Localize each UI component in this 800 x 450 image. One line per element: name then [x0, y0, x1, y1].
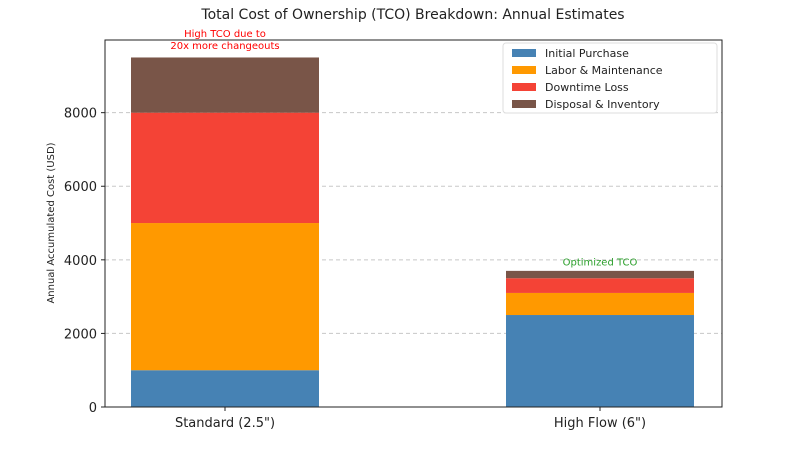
- legend-swatch: [512, 83, 536, 91]
- x-tick-label: Standard (2.5"): [175, 416, 275, 431]
- legend-swatch: [512, 66, 536, 74]
- bar-segment: [131, 370, 319, 407]
- legend-swatch: [512, 100, 536, 108]
- bar-segment: [506, 315, 694, 407]
- x-axis: Standard (2.5") High Flow (6"): [175, 407, 646, 431]
- y-tick-label: 8000: [64, 107, 97, 122]
- legend: Initial Purchase Labor & Maintenance Downt…: [502, 42, 718, 114]
- bar-segment: [506, 292, 694, 316]
- y-axis-label: Annual Accumulated Cost (USD): [46, 142, 57, 303]
- bars: [131, 57, 694, 407]
- legend-label: Downtime Loss: [545, 81, 629, 94]
- annotation: High TCO due to 20x more changeouts: [170, 29, 279, 52]
- y-tick-label: 4000: [64, 254, 97, 269]
- annotation: Optimized TCO: [563, 257, 638, 268]
- bar-segment: [506, 270, 694, 279]
- legend-label: Labor & Maintenance: [545, 64, 663, 77]
- legend-label: Initial Purchase: [545, 47, 629, 60]
- legend-box: [502, 42, 718, 114]
- axes-frame: [104, 39, 723, 408]
- bar-segment: [131, 57, 319, 113]
- chart-title: Total Cost of Ownership (TCO) Breakdown:…: [200, 7, 624, 23]
- bar-segment: [506, 278, 694, 293]
- annotation-line: High TCO due to: [184, 29, 266, 40]
- annotations: High TCO due to 20x more changeouts Optimi…: [170, 29, 637, 268]
- annotation-line: 20x more changeouts: [170, 41, 279, 52]
- y-tick-label: 2000: [64, 327, 97, 342]
- annotation-line: Optimized TCO: [563, 257, 638, 268]
- x-tick-label: High Flow (6"): [554, 416, 646, 431]
- y-tick-label: 0: [89, 401, 97, 416]
- legend-swatch: [512, 49, 536, 57]
- y-axis: 0 2000 4000 6000 8000: [64, 107, 105, 416]
- legend-label: Disposal & Inventory: [545, 98, 660, 111]
- y-tick-label: 6000: [64, 180, 97, 195]
- bar-segment: [131, 223, 319, 371]
- bar-segment: [131, 112, 319, 224]
